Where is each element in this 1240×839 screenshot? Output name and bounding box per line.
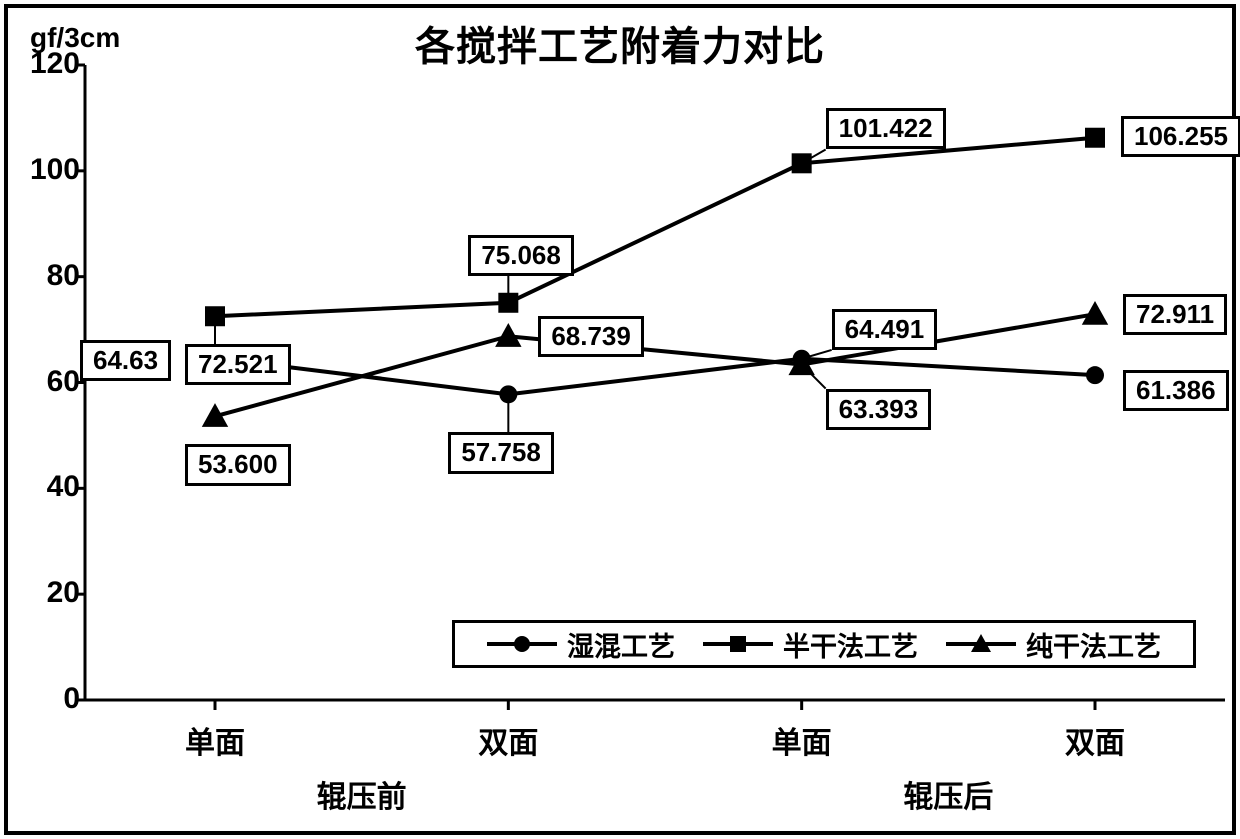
chart-container: 各搅拌工艺附着力对比 gf/3cm 020406080100120单面双面单面双… bbox=[0, 0, 1240, 839]
legend-item: 湿混工艺 bbox=[487, 625, 675, 664]
y-tick-label: 100 bbox=[10, 153, 80, 187]
x-category-label: 双面 bbox=[478, 718, 538, 762]
legend-label: 湿混工艺 bbox=[567, 625, 675, 664]
y-tick-label: 40 bbox=[10, 470, 80, 504]
y-tick-label: 0 bbox=[10, 682, 80, 716]
legend: 湿混工艺 半干法工艺 纯干法工艺 bbox=[452, 620, 1196, 668]
y-tick-label: 120 bbox=[10, 47, 80, 81]
data-label: 106.255 bbox=[1121, 116, 1240, 157]
data-label: 72.521 bbox=[185, 344, 291, 385]
legend-swatch bbox=[946, 632, 1016, 656]
data-label: 72.911 bbox=[1123, 294, 1227, 335]
legend-label: 纯干法工艺 bbox=[1026, 625, 1161, 664]
y-tick-label: 60 bbox=[10, 365, 80, 399]
data-label: 53.600 bbox=[185, 444, 291, 485]
x-group-label: 辊压后 bbox=[903, 772, 993, 816]
legend-item: 纯干法工艺 bbox=[946, 625, 1161, 664]
data-label: 61.386 bbox=[1123, 370, 1229, 411]
legend-swatch bbox=[703, 632, 773, 656]
data-label: 75.068 bbox=[468, 235, 574, 276]
data-label: 57.758 bbox=[448, 432, 554, 473]
data-label: 64.491 bbox=[832, 309, 938, 350]
data-label: 64.63 bbox=[80, 340, 171, 381]
legend-item: 半干法工艺 bbox=[703, 625, 918, 664]
x-category-label: 单面 bbox=[772, 718, 832, 762]
y-tick-label: 20 bbox=[10, 576, 80, 610]
chart-svg bbox=[0, 0, 1240, 839]
x-category-label: 双面 bbox=[1065, 718, 1125, 762]
x-group-label: 辊压前 bbox=[317, 772, 407, 816]
legend-label: 半干法工艺 bbox=[783, 625, 918, 664]
legend-swatch bbox=[487, 632, 557, 656]
x-category-label: 单面 bbox=[185, 718, 245, 762]
data-label: 68.739 bbox=[538, 316, 644, 357]
y-tick-label: 80 bbox=[10, 259, 80, 293]
data-label: 101.422 bbox=[826, 108, 946, 149]
data-label: 63.393 bbox=[826, 389, 932, 430]
